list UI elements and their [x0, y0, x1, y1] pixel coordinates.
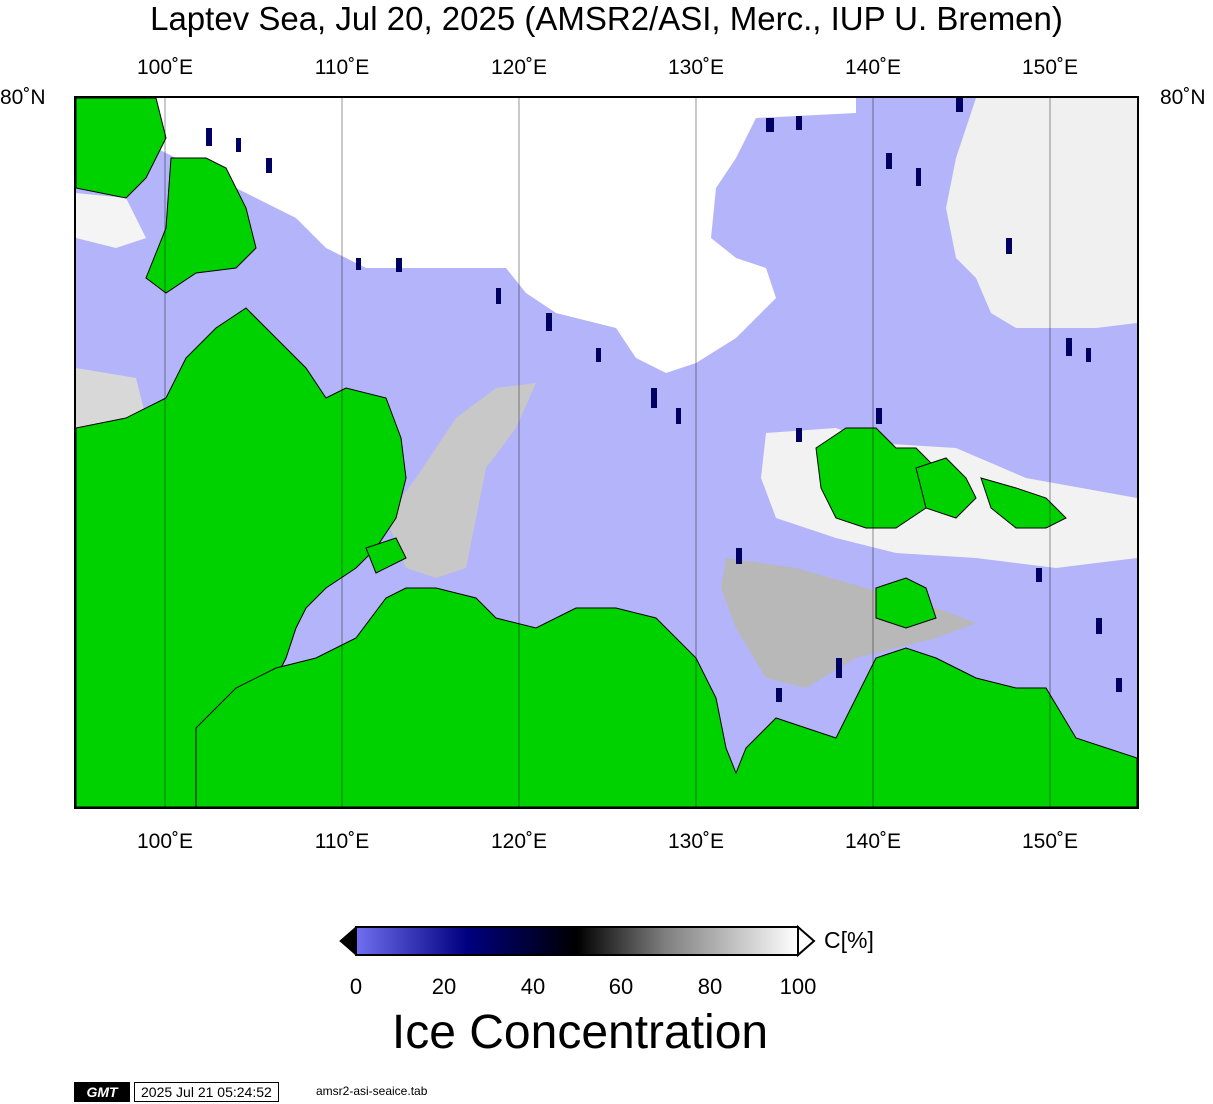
ice-edge-marks — [186, 98, 1122, 702]
timestamp: 2025 Jul 21 05:24:52 — [134, 1082, 279, 1102]
graticule — [164, 98, 1051, 807]
colorbar — [339, 924, 816, 958]
colorbar-tick: 0 — [349, 974, 363, 999]
lon-label-bottom: 150˚E — [1021, 830, 1079, 853]
land — [76, 98, 1137, 807]
map-title: Laptev Sea, Jul 20, 2025 (AMSR2/ASI, Mer… — [150, 0, 1063, 37]
lon-label-top: 110˚E — [314, 56, 370, 79]
colorbar-gradient — [355, 926, 799, 956]
lon-label-bottom: 100˚E — [136, 830, 194, 853]
sea-ice-map — [74, 96, 1139, 809]
colorbar-tick: 80 — [697, 974, 723, 999]
lon-label-top: 120˚E — [490, 56, 548, 79]
colorbar-tick: 40 — [520, 974, 546, 999]
lon-label-top: 150˚E — [1021, 56, 1079, 79]
colorbar-unit: C[%] — [824, 927, 874, 953]
gmt-logo: GMT — [74, 1082, 130, 1102]
colorbar-max-arrow — [797, 924, 816, 958]
lon-label-bottom: 130˚E — [667, 830, 725, 853]
lon-label-bottom: 110˚E — [314, 830, 370, 853]
lon-label-top: 140˚E — [844, 56, 902, 79]
lat-label-left: 80˚N — [0, 86, 46, 109]
lat-label-right: 80˚N — [1160, 86, 1206, 109]
colorbar-tick: 100 — [779, 974, 817, 999]
colorbar-min-arrow — [339, 925, 357, 957]
lon-label-top: 130˚E — [667, 56, 725, 79]
lon-label-bottom: 120˚E — [490, 830, 548, 853]
colorbar-tick: 60 — [608, 974, 634, 999]
lon-label-bottom: 140˚E — [844, 830, 902, 853]
lon-label-top: 100˚E — [136, 56, 194, 79]
colorbar-tick: 20 — [431, 974, 457, 999]
source-file: amsr2-asi-seaice.tab — [316, 1084, 428, 1098]
sea-ice-map-graphic — [76, 98, 1137, 807]
colorbar-title: Ice Concentration — [391, 1006, 769, 1059]
